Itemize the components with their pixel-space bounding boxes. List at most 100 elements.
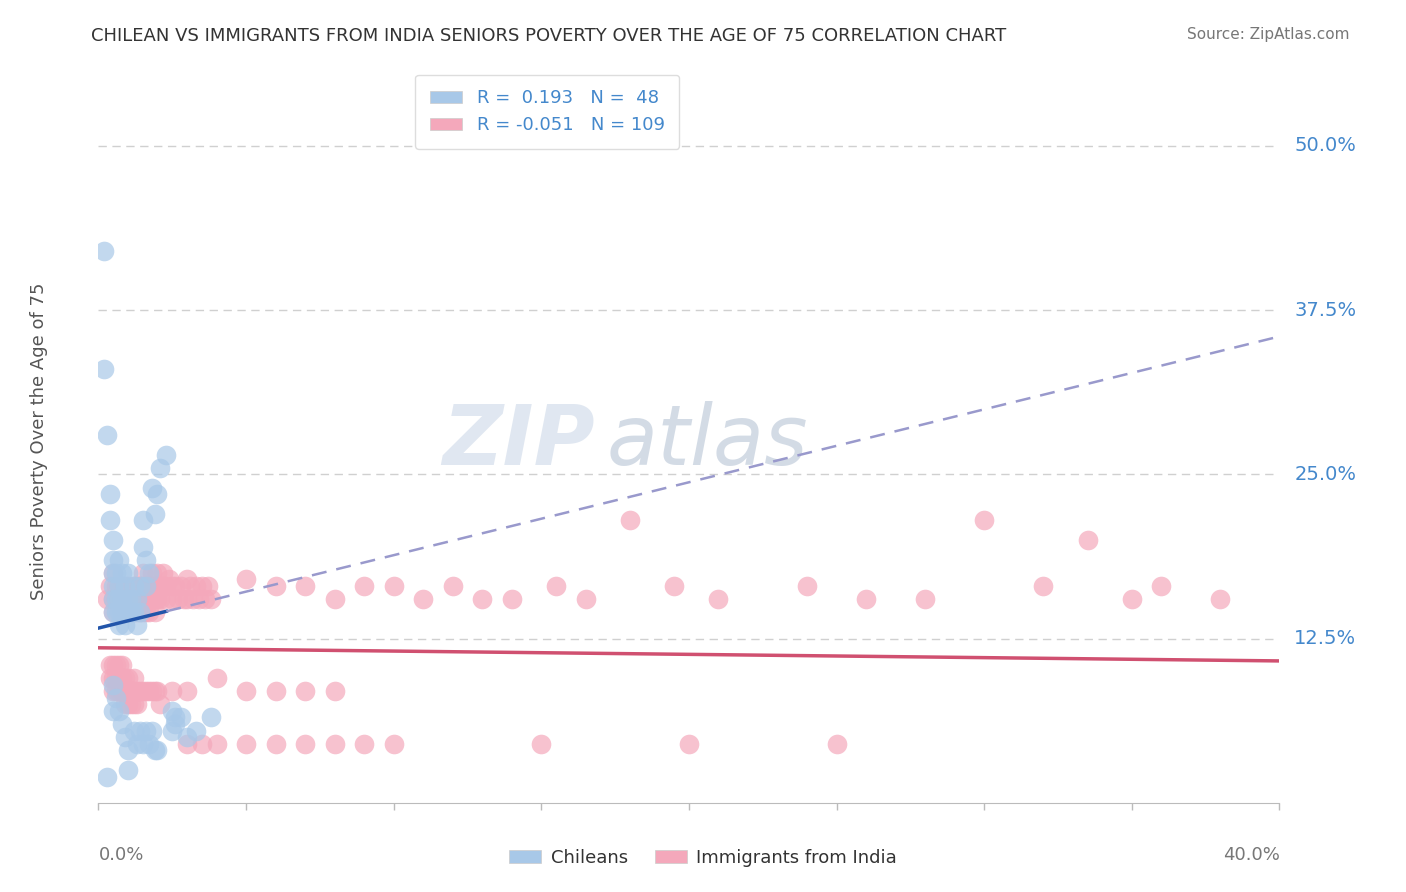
Point bbox=[128, 605, 150, 619]
Point bbox=[205, 737, 228, 751]
Point bbox=[114, 579, 136, 593]
Point bbox=[125, 605, 148, 619]
Point bbox=[575, 592, 598, 607]
Point bbox=[108, 684, 131, 698]
Point bbox=[103, 566, 125, 580]
Point bbox=[162, 592, 183, 607]
Point bbox=[619, 513, 641, 527]
Point bbox=[120, 605, 142, 619]
Point bbox=[441, 579, 464, 593]
Point bbox=[135, 579, 157, 593]
Point bbox=[264, 684, 287, 698]
Point bbox=[103, 553, 125, 567]
Point bbox=[120, 592, 142, 607]
Point bbox=[117, 763, 139, 777]
Point bbox=[98, 579, 121, 593]
Point bbox=[132, 513, 155, 527]
Point bbox=[138, 605, 160, 619]
Point bbox=[96, 770, 118, 784]
Point bbox=[973, 513, 995, 527]
Point bbox=[176, 684, 198, 698]
Point bbox=[117, 605, 139, 619]
Point bbox=[98, 487, 121, 501]
Point bbox=[143, 592, 166, 607]
Point bbox=[105, 592, 128, 607]
Point bbox=[117, 743, 139, 757]
Point bbox=[128, 592, 150, 607]
Point bbox=[103, 671, 125, 685]
Point bbox=[132, 684, 155, 698]
Point bbox=[105, 592, 128, 607]
Point bbox=[135, 592, 157, 607]
Point bbox=[1121, 592, 1143, 607]
Point bbox=[187, 592, 209, 607]
Point bbox=[235, 684, 257, 698]
Point bbox=[120, 605, 142, 619]
Point bbox=[796, 579, 818, 593]
Point bbox=[146, 487, 169, 501]
Point bbox=[122, 698, 145, 712]
Point bbox=[323, 592, 346, 607]
Point bbox=[111, 684, 134, 698]
Point bbox=[114, 698, 136, 712]
Point bbox=[138, 592, 160, 607]
Point bbox=[146, 566, 169, 580]
Point bbox=[146, 579, 169, 593]
Point bbox=[323, 684, 346, 698]
Point bbox=[108, 553, 131, 567]
Point bbox=[103, 566, 125, 580]
Point bbox=[114, 605, 136, 619]
Point bbox=[96, 428, 118, 442]
Point bbox=[181, 592, 204, 607]
Point bbox=[138, 566, 160, 580]
Point bbox=[111, 605, 134, 619]
Point bbox=[141, 684, 163, 698]
Point bbox=[108, 579, 131, 593]
Point bbox=[143, 605, 166, 619]
Point bbox=[155, 448, 177, 462]
Point bbox=[111, 657, 134, 672]
Point bbox=[111, 605, 134, 619]
Point bbox=[170, 579, 193, 593]
Point bbox=[135, 579, 157, 593]
Point bbox=[125, 698, 148, 712]
Point bbox=[205, 671, 228, 685]
Point bbox=[200, 592, 222, 607]
Point bbox=[105, 605, 128, 619]
Point bbox=[98, 657, 121, 672]
Point bbox=[128, 579, 150, 593]
Point bbox=[176, 573, 198, 587]
Point bbox=[128, 723, 150, 738]
Point bbox=[382, 737, 405, 751]
Point bbox=[184, 579, 207, 593]
Point bbox=[125, 579, 148, 593]
Point bbox=[98, 671, 121, 685]
Point bbox=[132, 605, 155, 619]
Point bbox=[155, 579, 177, 593]
Point bbox=[108, 592, 131, 607]
Point bbox=[108, 657, 131, 672]
Point bbox=[111, 592, 134, 607]
Point bbox=[138, 579, 160, 593]
Point bbox=[152, 566, 174, 580]
Point bbox=[165, 717, 187, 731]
Point bbox=[93, 244, 115, 258]
Point bbox=[117, 684, 139, 698]
Text: 40.0%: 40.0% bbox=[1223, 847, 1279, 864]
Point bbox=[191, 579, 214, 593]
Point bbox=[108, 618, 131, 632]
Point bbox=[122, 579, 145, 593]
Point bbox=[103, 533, 125, 547]
Point bbox=[103, 677, 125, 691]
Point bbox=[128, 605, 150, 619]
Text: Source: ZipAtlas.com: Source: ZipAtlas.com bbox=[1187, 27, 1350, 42]
Point bbox=[114, 684, 136, 698]
Text: ZIP: ZIP bbox=[441, 401, 595, 482]
Point bbox=[141, 592, 163, 607]
Point bbox=[162, 704, 183, 718]
Point bbox=[382, 579, 405, 593]
Point bbox=[114, 671, 136, 685]
Point bbox=[103, 657, 125, 672]
Point bbox=[235, 737, 257, 751]
Point bbox=[114, 605, 136, 619]
